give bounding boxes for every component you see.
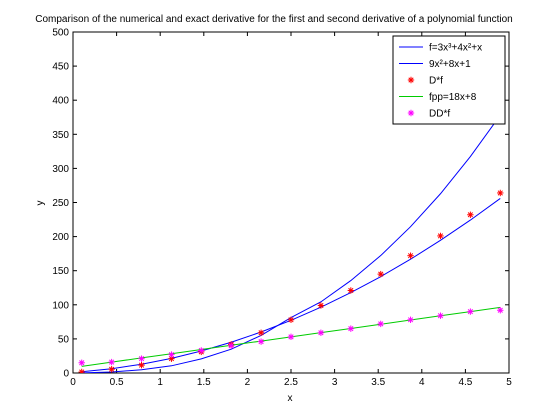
data-point [467,308,474,315]
legend-marker-swatch [407,76,415,84]
y-tick-label: 300 [52,164,69,175]
x-tick-label: 1.5 [197,377,211,388]
x-tick-label: 5 [506,377,512,388]
series-2 [78,189,504,373]
legend-label: DD*f [429,109,450,120]
legend-label: f=3x³+4x²+x [429,43,482,54]
legend-item: 9x²+8x+1 [399,59,471,70]
x-tick-label: 2 [245,377,251,388]
data-point [138,355,145,362]
y-tick-label: 100 [52,300,69,311]
data-point [287,333,295,341]
data-point [257,338,265,345]
data-point [497,307,504,314]
data-point [317,329,325,336]
data-point [347,325,355,332]
data-point [347,287,355,294]
x-axis: 0 0.5 1 1.5 2 2.5 3 3.5 4 4.5 5 [70,32,512,388]
x-tick-label: 1 [157,377,163,388]
legend: f=3x³+4x²+x 9x²+8x+1 D*f fpp=18x+8 DD*f [392,35,506,125]
data-point [257,329,265,336]
legend-label: D*f [429,76,443,87]
data-point [377,320,384,328]
data-point [377,270,384,278]
data-point [407,316,414,324]
legend-label: fpp=18x+8 [429,92,477,103]
legend-item: DD*f [407,109,450,120]
data-point [198,347,205,354]
data-point [227,342,235,349]
y-tick-label: 200 [52,232,69,243]
legend-label: 9x²+8x+1 [429,59,471,70]
legend-item: D*f [407,76,443,87]
y-tick-label: 150 [52,266,69,277]
y-tick-label: 400 [52,96,69,107]
y-tick-label: 500 [52,28,69,39]
data-point [437,312,444,319]
data-point [287,316,295,324]
x-tick-label: 0 [70,377,76,388]
x-axis-label: x [288,393,293,404]
y-axis-label: y [35,201,46,206]
x-tick-label: 3.5 [371,377,385,388]
y-tick-label: 0 [63,369,69,380]
x-tick-label: 4.5 [458,377,472,388]
data-point [317,302,325,309]
data-point [108,366,115,373]
data-point [407,252,414,259]
y-tick-label: 450 [52,62,69,73]
y-axis: 0 50 100 150 200 250 300 350 400 450 500 [52,28,509,380]
chart-title: Comparison of the numerical and exact de… [35,14,512,25]
x-tick-label: 2.5 [284,377,298,388]
data-point [138,361,145,369]
data-point [467,211,474,218]
data-point [497,189,504,197]
x-tick-label: 3 [332,377,338,388]
data-point [437,232,444,240]
legend-item: fpp=18x+8 [399,92,477,103]
data-point [78,368,85,373]
y-tick-label: 350 [52,130,69,141]
data-point [108,358,115,366]
series-4 [78,307,504,366]
series-layer [78,114,504,373]
x-tick-label: 4 [419,377,425,388]
legend-marker-swatch [407,109,415,117]
y-tick-label: 50 [58,334,70,345]
data-point [168,351,175,358]
legend-item: f=3x³+4x²+x [399,43,482,54]
y-tick-label: 250 [52,198,69,209]
x-tick-label: 0.5 [110,377,124,388]
data-point [78,359,85,366]
